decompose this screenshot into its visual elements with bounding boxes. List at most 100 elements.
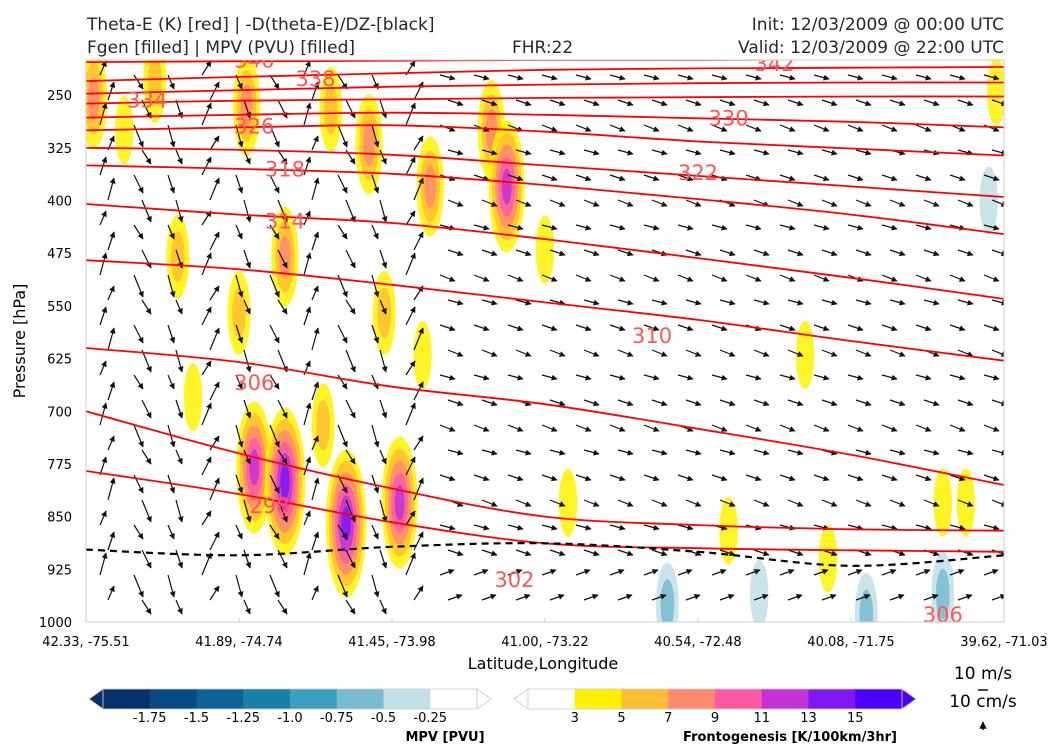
wind-vector — [915, 274, 932, 282]
wind-vector — [133, 574, 144, 598]
theta-e-contour-label: 310 — [632, 324, 672, 348]
theta-e-contour-label: 326 — [234, 115, 274, 139]
wind-vector — [711, 124, 728, 132]
frontogenesis-region — [413, 321, 432, 390]
wind-vector — [201, 252, 212, 276]
wind-vector — [175, 299, 183, 315]
wind-vector — [609, 224, 626, 231]
wind-vector — [847, 74, 864, 81]
wind-vector — [847, 524, 864, 531]
wind-vector — [643, 474, 660, 482]
wind-vector — [345, 299, 356, 315]
wind-vector — [787, 249, 804, 257]
wind-vector — [311, 585, 319, 601]
wind-vector — [107, 381, 116, 401]
wind-vector — [685, 593, 701, 601]
wind-vector — [847, 324, 864, 332]
wind-vector — [719, 549, 736, 557]
wind-vector — [813, 224, 830, 231]
wind-vector — [753, 593, 769, 601]
wind-vector — [413, 135, 424, 151]
mpv-colorbar: -1.75 -1.5 -1.25 -1.0 -0.75 -0.5 -0.25 — [88, 688, 492, 726]
wind-vector — [175, 549, 184, 569]
wind-vector — [345, 99, 356, 119]
wind-vector — [405, 210, 416, 226]
wind-vector — [719, 449, 736, 456]
wind-vector — [515, 249, 532, 257]
wind-vector — [745, 124, 762, 132]
wind-vector — [651, 199, 668, 207]
wind-vector — [379, 299, 387, 315]
wind-vector — [277, 149, 288, 165]
wind-vector — [813, 74, 830, 81]
frontogenesis-region — [795, 321, 815, 390]
wind-vector — [847, 374, 864, 381]
vector-key-vertical-label: 10 cm/s — [949, 692, 1017, 712]
wind-vector — [175, 149, 183, 165]
wind-vector — [371, 524, 379, 540]
wind-vector — [541, 374, 558, 381]
wind-vector — [277, 249, 288, 269]
y-tick-label: 625 — [47, 353, 72, 368]
wind-vector — [243, 549, 252, 569]
wind-vector — [507, 524, 524, 531]
wind-vector — [813, 324, 830, 332]
theta-e-contour-label: 314 — [265, 210, 305, 234]
wind-vector — [583, 149, 600, 156]
wind-vector — [583, 249, 600, 257]
wind-vector — [209, 135, 220, 151]
x-axis-label: Latitude,Longitude — [468, 654, 619, 673]
wind-vector — [821, 249, 838, 257]
wind-vector — [575, 74, 592, 81]
wind-vector — [311, 231, 320, 251]
wind-vector — [337, 174, 348, 194]
wind-vector — [141, 249, 152, 269]
mpv-region — [656, 562, 679, 622]
wind-vector — [685, 149, 702, 156]
wind-vector — [107, 531, 116, 551]
wind-vector — [209, 477, 220, 501]
wind-vector — [855, 349, 872, 357]
wind-vector — [745, 224, 762, 231]
wind-vector — [303, 456, 312, 476]
wind-vector — [303, 510, 311, 526]
frontogenesis-colorbar-tick: 11 — [753, 711, 770, 726]
wind-vector — [949, 424, 966, 432]
wind-vector — [583, 99, 600, 107]
wind-vector — [957, 593, 973, 601]
x-tick-label: 40.54, -72.48 — [654, 635, 741, 650]
frontogenesis-region — [558, 468, 578, 537]
wind-vector — [991, 199, 1004, 207]
wind-vector — [949, 274, 966, 282]
mpv-colorbar-swatch — [290, 689, 338, 709]
wind-vector — [677, 474, 694, 482]
wind-vector — [881, 374, 898, 381]
wind-vector — [957, 299, 974, 306]
wind-vector — [243, 299, 251, 315]
wind-vector — [549, 449, 566, 456]
wind-vector — [677, 274, 694, 282]
y-tick-label: 700 — [47, 405, 72, 420]
wind-vector — [983, 74, 1000, 81]
wind-vector — [379, 349, 388, 373]
wind-vector — [711, 374, 728, 381]
wind-vector — [711, 274, 728, 282]
x-tick-label: 41.00, -73.22 — [501, 635, 588, 650]
wind-vector — [813, 374, 830, 381]
theta-e-contour-label: 334 — [127, 89, 167, 113]
wind-vector — [235, 124, 244, 148]
wind-vector — [983, 374, 1000, 381]
wind-vector — [541, 568, 557, 576]
frontogenesis-region — [325, 449, 367, 598]
title-line-1: Theta-E (K) [red] | -D(theta-E)/DZ-[blac… — [87, 15, 435, 35]
wind-vector — [541, 224, 558, 231]
wind-vector — [99, 552, 108, 576]
wind-vector — [515, 593, 531, 601]
wind-vector — [609, 474, 626, 482]
wind-vector — [609, 424, 626, 432]
wind-vector — [439, 474, 456, 482]
wind-vector — [549, 99, 566, 107]
wind-vector — [201, 102, 212, 126]
wind-vector — [643, 568, 659, 576]
frontogenesis-region — [86, 60, 108, 149]
